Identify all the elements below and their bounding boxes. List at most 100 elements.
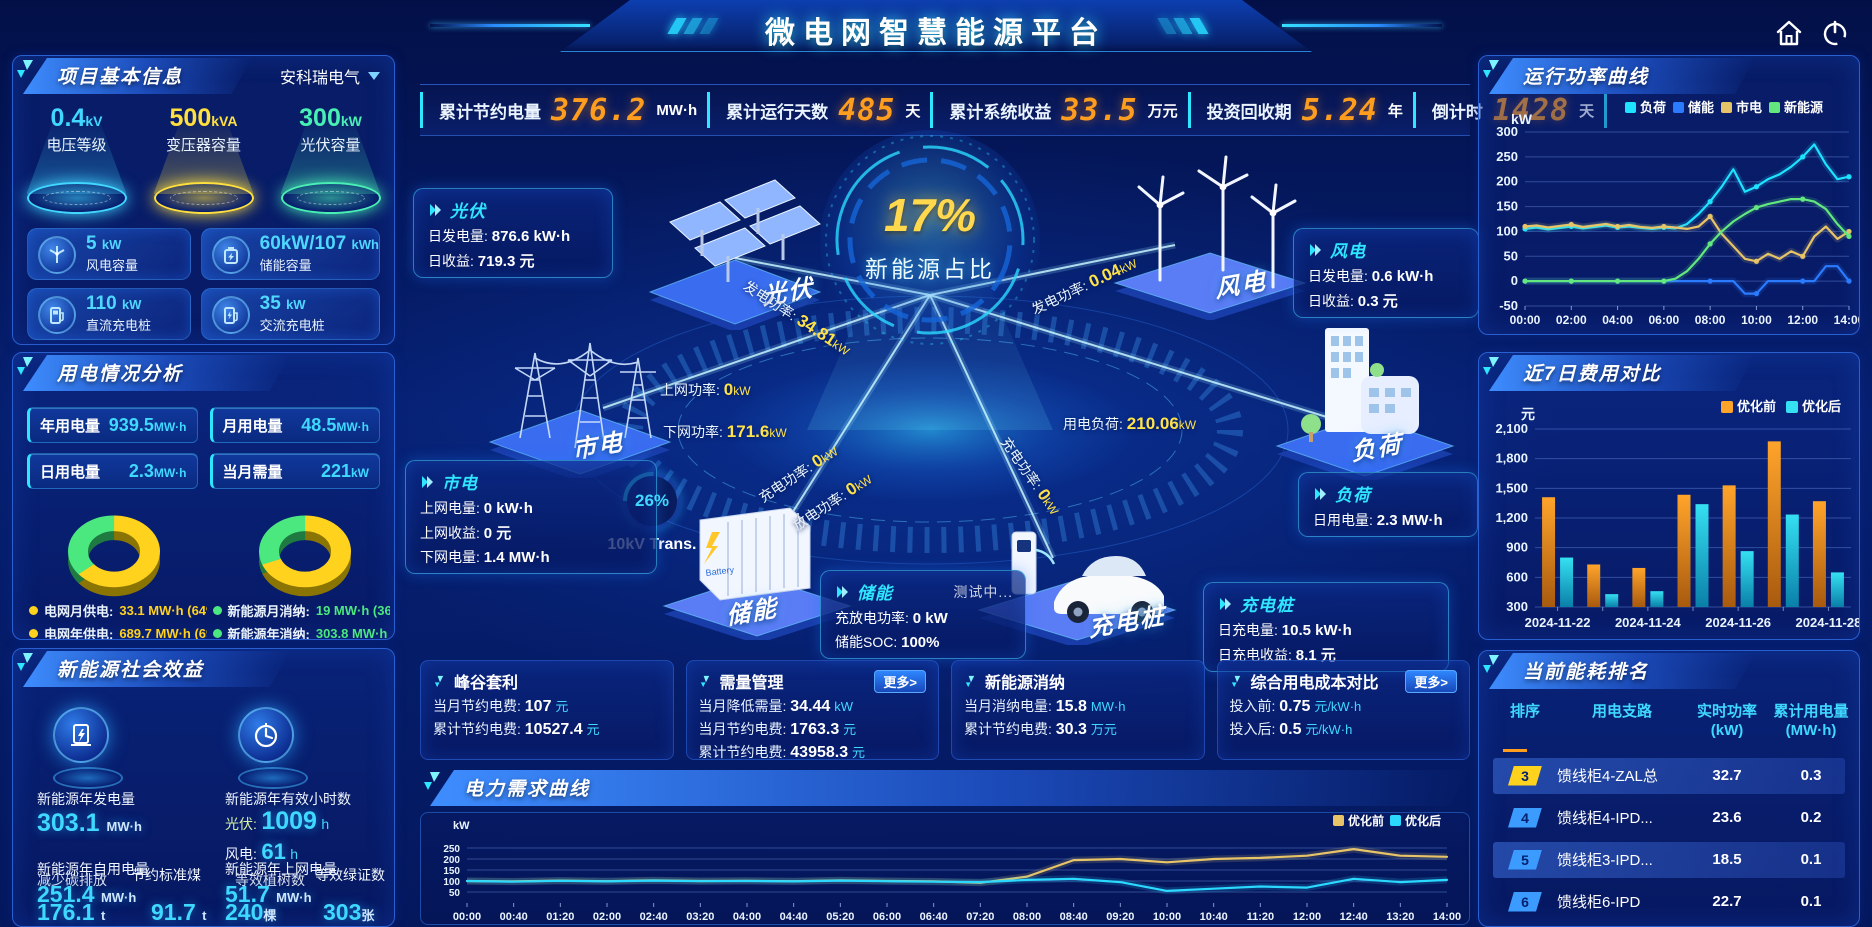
rank-badge-cell: 3 — [1493, 766, 1557, 786]
kpi-stat-unit: MW·h — [656, 101, 698, 119]
run-power-line-chart: -50 0 50 100 150 200 250 300kW 00:00 02:00 04:00 06… — [1496, 100, 1859, 327]
panel-corner-icon — [17, 653, 33, 671]
power-button[interactable] — [1818, 16, 1852, 50]
svg-text:300: 300 — [1506, 599, 1528, 614]
callout-charger-row: 日充电收益: 8.1 元 — [1218, 647, 1336, 664]
pedestal-value: 300kW — [299, 104, 362, 132]
kpi-stat-label: 倒计时 — [1431, 102, 1483, 122]
realtime-power: 23.6 — [1712, 809, 1742, 826]
panel-run-power-header: 运行功率曲线 — [1479, 56, 1859, 96]
donut-legend-3: 新能源年消纳: 303.8 MW·h (31%) — [212, 624, 390, 639]
svg-text:50: 50 — [449, 888, 461, 899]
svg-text:03:20: 03:20 — [686, 911, 714, 923]
realtime-power: 22.7 — [1712, 893, 1742, 910]
wind-hours: 风电: 61 h — [225, 839, 299, 864]
legend-value: 303.8 MW·h (31%) — [315, 626, 390, 639]
panel-run-power-title: 运行功率曲线 — [1523, 67, 1650, 88]
year-mix-donut-chart — [258, 515, 351, 597]
svg-text:2024-11-24: 2024-11-24 — [1615, 615, 1682, 630]
total-energy: 0.1 — [1800, 893, 1822, 910]
callout-charger-row: 日充电量: 10.5 kW·h — [1218, 622, 1352, 639]
company-select[interactable]: 安科瑞电气 — [280, 64, 380, 88]
pv-hours: 光伏: 1009 h — [225, 807, 330, 835]
callout-storage-row: 充放电功率: 0 kW — [835, 610, 948, 627]
panel-corner-icon — [17, 357, 33, 375]
panel-cost-title: 近7日费用对比 — [1523, 364, 1662, 385]
legend-dot-icon — [29, 606, 38, 615]
renewable-ratio-label: 新能源占比 — [865, 256, 995, 282]
ac-charger-icon — [211, 296, 250, 334]
panel-benefits-header: 新能源社会效益 — [13, 649, 394, 689]
callout-grid-row: 下网电量: 1.4 MW·h — [420, 549, 550, 566]
more-button[interactable]: 更多> — [874, 669, 926, 693]
company-select-value: 安科瑞电气 — [279, 70, 360, 87]
kpi-stat-unit: 万元 — [1147, 102, 1178, 120]
svg-text:150: 150 — [1496, 199, 1518, 214]
svg-text:01:20: 01:20 — [546, 911, 574, 923]
svg-text:2,100: 2,100 — [1495, 421, 1528, 436]
svg-text:kW: kW — [453, 820, 470, 832]
co2-label: 减少碳排放 — [37, 872, 107, 888]
svg-text:2024-11-22: 2024-11-22 — [1525, 615, 1591, 630]
panel-cost-header: 近7日费用对比 — [1479, 353, 1859, 393]
callout-pv: 光伏 日发电量: 876.6 kW·h 日收益: 719.3 元 — [413, 188, 613, 278]
svg-text:04:00: 04:00 — [733, 911, 761, 923]
center-orb: 17% 新能源占比 — [820, 130, 1040, 350]
rank-badge-cell: 4 — [1493, 808, 1557, 828]
svg-text:150: 150 — [443, 866, 460, 877]
transformer-load-ring: 26% — [623, 472, 681, 530]
legend-label: 新能源月消纳: — [227, 604, 310, 619]
arrow-right-icon — [1220, 597, 1231, 610]
svg-text:元: 元 — [1521, 406, 1535, 422]
panel-usage-body: 年用电量 939.5MW·h 月用电量 48.5MW·h 日用电量 2.3MW·h 当月需量… — [13, 393, 394, 639]
svg-text:250: 250 — [1496, 149, 1518, 164]
table-row-rank-4: 4 馈线柜4-IPD... 23.6 0.2 — [1493, 800, 1845, 836]
home-button[interactable] — [1772, 16, 1806, 50]
panel-demand-header: 电力需求曲线 — [420, 768, 1470, 808]
benefit-card-row: 累计节约电费: 30.3 万元 — [964, 721, 1117, 738]
usage-chip-label: 年用电量 — [40, 417, 101, 435]
svg-text:07:20: 07:20 — [966, 911, 994, 923]
coal-label: 节约标准煤 — [131, 867, 201, 883]
self-use-value: 251.4 MW·h — [37, 881, 137, 907]
legend-value: 19 MW·h (36%) — [315, 603, 390, 618]
svg-text:0: 0 — [1511, 273, 1518, 288]
legend-value: 689.7 MW·h (69%) — [119, 626, 207, 639]
kpi-stat-label: 累计运行天数 — [726, 102, 829, 122]
svg-text:250: 250 — [443, 844, 460, 855]
energy-flow-diagram: 光伏 市电 — [405, 130, 1479, 672]
wind-node: 风电 — [1105, 135, 1315, 321]
benefit-card-2: 新能源消纳 当月消纳电量: 15.8 MW·h 累计节约电费: 30.3 万元 — [951, 660, 1205, 760]
grid-node: 市电 — [480, 298, 680, 482]
kpi-stat-label: 累计节约电量 — [439, 102, 541, 122]
svg-text:00:00: 00:00 — [1510, 313, 1541, 327]
flow-label-4: 用电负荷: 210.06kW — [1063, 414, 1197, 433]
battery-icon — [211, 236, 250, 274]
gen-label: 新能源年发电量 — [37, 791, 135, 807]
usage-chip-value: 221kW — [320, 460, 369, 481]
svg-text:00:40: 00:40 — [500, 911, 528, 923]
usage-chip-0: 年用电量 939.5MW·h — [27, 407, 198, 443]
energy-ranking-table: 排序 用电支路 实时功率 (kW) 累计用电量 (MW·h) 3 馈线柜4-ZAL总 32.7 0… — [1493, 703, 1849, 926]
kpi-stat-value: 5.24 — [1301, 92, 1378, 128]
usage-chip-label: 月用电量 — [222, 417, 283, 435]
legend-label: 电网年供电: — [44, 627, 114, 639]
more-button[interactable]: 更多> — [1405, 669, 1457, 693]
pedestal-value: 500kVA — [169, 104, 238, 132]
panel-ranking-title: 当前能耗排名 — [1523, 662, 1650, 683]
pedestal-value: 0.4kV — [50, 104, 103, 132]
callout-wind-row: 日发电量: 0.6 kW·h — [1308, 268, 1434, 285]
realtime-power: 32.7 — [1712, 767, 1742, 784]
usage-chip-value: 2.3MW·h — [128, 460, 187, 481]
donut-legends: 电网月供电: 33.1 MW·h (64%) 新能源月消纳: 19 MW·h (36%… — [29, 601, 390, 639]
benefit-card-row: 累计节约电费: 10527.4 元 — [433, 721, 600, 738]
kpi-stat-unit: 年 — [1387, 102, 1403, 120]
callout-pv-row: 日发电量: 876.6 kW·h — [428, 228, 571, 245]
wind-turbines-illustration — [1113, 155, 1307, 321]
arrow-right-icon — [422, 475, 433, 488]
svg-text:10:00: 10:00 — [1741, 313, 1772, 327]
tree-value: 240棵 — [225, 899, 277, 925]
pedestal-1: 500kVA 变压器容量 — [145, 104, 263, 224]
